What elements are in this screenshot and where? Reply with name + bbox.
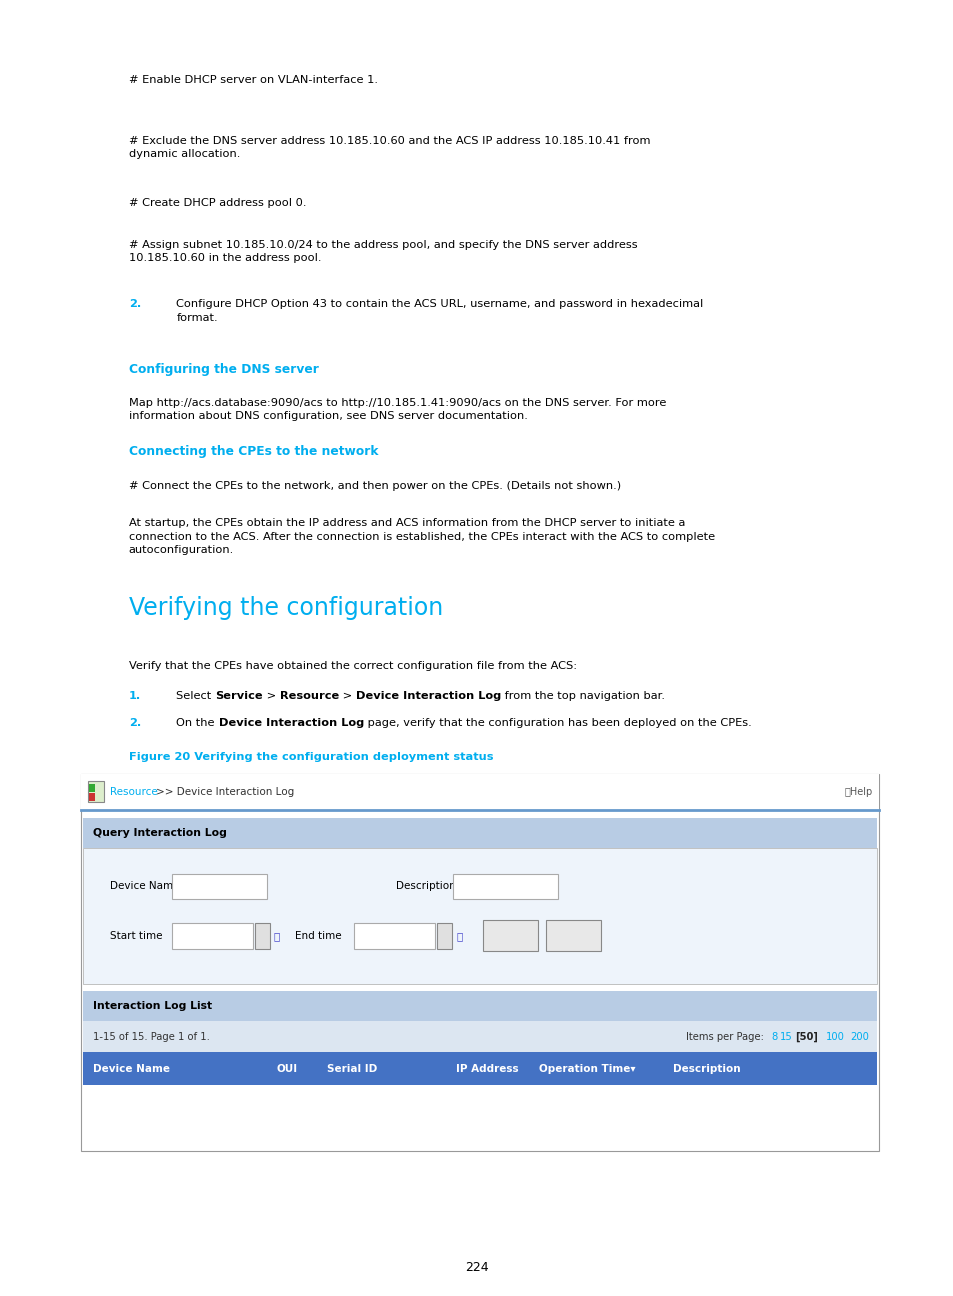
Text: Items per Page:: Items per Page: bbox=[685, 1032, 763, 1042]
FancyBboxPatch shape bbox=[172, 874, 267, 899]
Text: On the: On the bbox=[176, 718, 218, 728]
Text: 8: 8 bbox=[770, 1032, 777, 1042]
Text: # Exclude the DNS server address 10.185.10.60 and the ACS IP address 10.185.10.4: # Exclude the DNS server address 10.185.… bbox=[129, 136, 650, 159]
Text: >> Device Interaction Log: >> Device Interaction Log bbox=[155, 787, 294, 797]
FancyBboxPatch shape bbox=[89, 784, 95, 792]
Text: 100: 100 bbox=[824, 1032, 843, 1042]
FancyBboxPatch shape bbox=[172, 923, 253, 949]
Text: Reset: Reset bbox=[558, 931, 587, 941]
Text: Device Name: Device Name bbox=[110, 881, 179, 892]
Text: Device Interaction Log: Device Interaction Log bbox=[355, 691, 500, 701]
Text: # Connect the CPEs to the network, and then power on the CPEs. (Details not show: # Connect the CPEs to the network, and t… bbox=[129, 481, 620, 491]
Text: ▦: ▦ bbox=[257, 931, 267, 941]
Text: Verifying the configuration: Verifying the configuration bbox=[129, 596, 442, 621]
Text: 1.: 1. bbox=[129, 691, 141, 701]
Text: Service: Service bbox=[215, 691, 263, 701]
FancyBboxPatch shape bbox=[83, 818, 876, 848]
FancyBboxPatch shape bbox=[89, 793, 95, 801]
FancyBboxPatch shape bbox=[88, 781, 104, 802]
Text: Connecting the CPEs to the network: Connecting the CPEs to the network bbox=[129, 445, 378, 457]
Text: Select: Select bbox=[176, 691, 215, 701]
Text: ❓Help: ❓Help bbox=[843, 787, 872, 797]
Text: Resource: Resource bbox=[110, 787, 157, 797]
Text: At startup, the CPEs obtain the IP address and ACS information from the DHCP ser: At startup, the CPEs obtain the IP addre… bbox=[129, 518, 714, 555]
Text: Query Interaction Log: Query Interaction Log bbox=[92, 828, 226, 837]
Text: 15: 15 bbox=[780, 1032, 792, 1042]
Text: from the top navigation bar.: from the top navigation bar. bbox=[500, 691, 664, 701]
FancyBboxPatch shape bbox=[83, 1021, 876, 1052]
Text: Map http://acs.database:9090/acs to http://10.185.1.41:9090/acs on the DNS serve: Map http://acs.database:9090/acs to http… bbox=[129, 398, 665, 421]
Text: Start time: Start time bbox=[110, 931, 162, 941]
FancyBboxPatch shape bbox=[81, 774, 878, 1151]
Text: Device Name: Device Name bbox=[92, 1064, 170, 1073]
Text: 1-15 of 15. Page 1 of 1.: 1-15 of 15. Page 1 of 1. bbox=[92, 1032, 210, 1042]
Text: Verify that the CPEs have obtained the correct configuration file from the ACS:: Verify that the CPEs have obtained the c… bbox=[129, 661, 577, 671]
Text: [50]: [50] bbox=[794, 1032, 817, 1042]
Text: IP Address: IP Address bbox=[456, 1064, 518, 1073]
Text: Operation Time▾: Operation Time▾ bbox=[538, 1064, 635, 1073]
Text: ⓘ: ⓘ bbox=[456, 931, 462, 941]
FancyBboxPatch shape bbox=[453, 874, 558, 899]
FancyBboxPatch shape bbox=[254, 923, 270, 949]
Text: 224: 224 bbox=[465, 1261, 488, 1274]
Text: Serial ID: Serial ID bbox=[327, 1064, 377, 1073]
Text: ▦: ▦ bbox=[439, 931, 449, 941]
Text: Description: Description bbox=[395, 881, 456, 892]
Text: >: > bbox=[263, 691, 279, 701]
FancyBboxPatch shape bbox=[482, 920, 537, 951]
Text: End time: End time bbox=[294, 931, 341, 941]
FancyBboxPatch shape bbox=[83, 848, 876, 984]
Text: # Enable DHCP server on VLAN-interface 1.: # Enable DHCP server on VLAN-interface 1… bbox=[129, 75, 377, 86]
Text: Interaction Log List: Interaction Log List bbox=[92, 1002, 212, 1011]
Text: 2.: 2. bbox=[129, 718, 141, 728]
Text: OUI: OUI bbox=[276, 1064, 297, 1073]
FancyBboxPatch shape bbox=[83, 1052, 876, 1085]
Text: Resource: Resource bbox=[279, 691, 338, 701]
Text: # Create DHCP address pool 0.: # Create DHCP address pool 0. bbox=[129, 198, 306, 209]
FancyBboxPatch shape bbox=[81, 774, 878, 810]
Text: Description: Description bbox=[672, 1064, 740, 1073]
FancyBboxPatch shape bbox=[83, 991, 876, 1021]
Text: Configure DHCP Option 43 to contain the ACS URL, username, and password in hexad: Configure DHCP Option 43 to contain the … bbox=[176, 299, 703, 323]
Text: 2.: 2. bbox=[129, 299, 141, 310]
Text: 200: 200 bbox=[849, 1032, 868, 1042]
Text: >: > bbox=[338, 691, 355, 701]
Text: Device Interaction Log: Device Interaction Log bbox=[218, 718, 363, 728]
Text: ⓘ: ⓘ bbox=[274, 931, 280, 941]
Text: Configuring the DNS server: Configuring the DNS server bbox=[129, 363, 318, 376]
Text: Figure 20 Verifying the configuration deployment status: Figure 20 Verifying the configuration de… bbox=[129, 752, 493, 762]
Text: Query: Query bbox=[494, 931, 526, 941]
Text: page, verify that the configuration has been deployed on the CPEs.: page, verify that the configuration has … bbox=[363, 718, 751, 728]
Text: # Assign subnet 10.185.10.0/24 to the address pool, and specify the DNS server a: # Assign subnet 10.185.10.0/24 to the ad… bbox=[129, 240, 637, 263]
FancyBboxPatch shape bbox=[545, 920, 600, 951]
FancyBboxPatch shape bbox=[436, 923, 452, 949]
FancyBboxPatch shape bbox=[354, 923, 435, 949]
